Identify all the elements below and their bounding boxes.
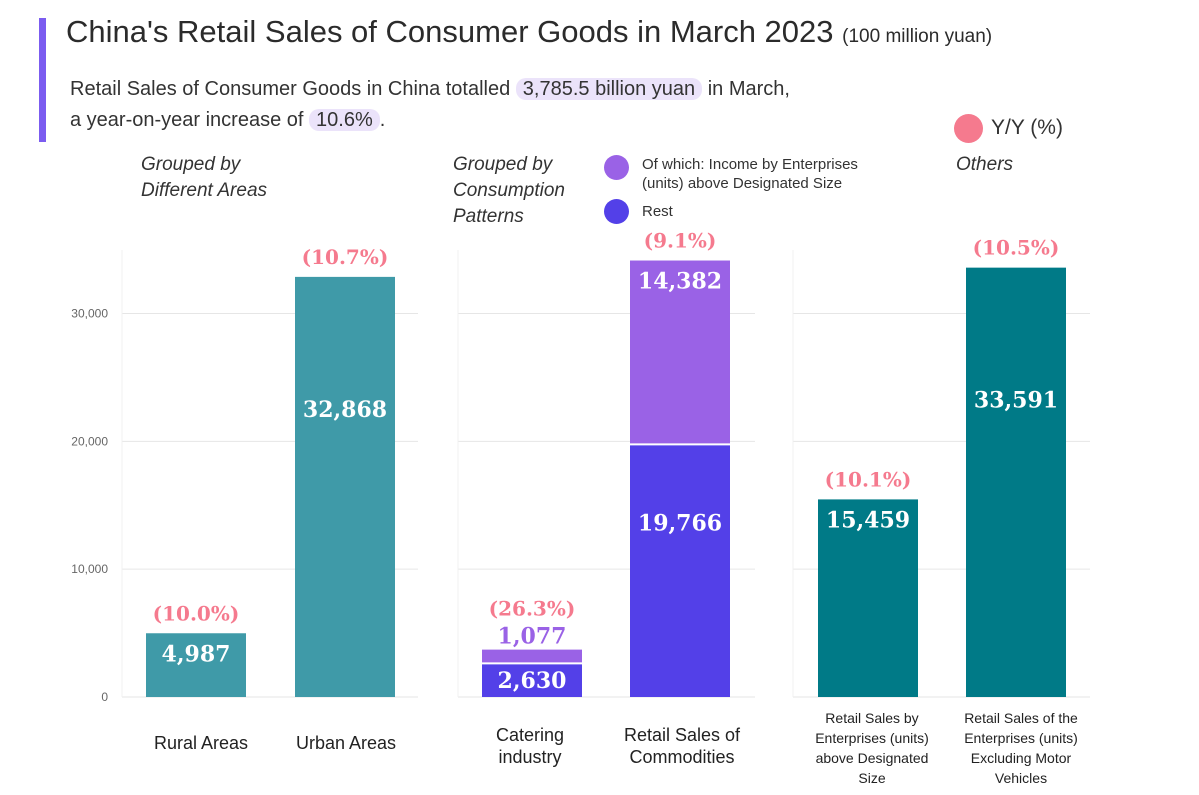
y-tick-label: 30,000	[71, 307, 108, 321]
category-excl-line3: Excluding Motor	[970, 750, 1072, 766]
y-tick-label: 10,000	[71, 562, 108, 576]
y-tick-label: 0	[101, 690, 108, 704]
summary-part-2: in March,	[702, 78, 790, 100]
bar-value-label: 1,077	[498, 624, 567, 650]
legend-rest: Rest	[604, 199, 673, 224]
category-urban-text: Urban Areas	[295, 733, 397, 753]
category-rural-text: Rural Areas	[153, 733, 249, 753]
summary-highlight-total: 3,785.5 billion yuan	[515, 78, 703, 100]
group-label-patterns-line2: Consumption	[453, 180, 565, 201]
category-catering-line1: Catering	[495, 725, 565, 745]
bar-segment	[482, 663, 582, 697]
yoy-label: (10.7%)	[302, 245, 389, 269]
bar-segment	[482, 649, 582, 664]
legend-rest-label: Rest	[642, 203, 673, 220]
title-accent-bar	[39, 18, 46, 142]
yoy-label: (9.1%)	[644, 229, 717, 253]
bar-value-label: 32,868	[303, 397, 387, 423]
group-label-patterns-line3: Patterns	[453, 206, 524, 227]
yoy-label: (10.0%)	[153, 601, 240, 625]
legend-above-designated-size: Of which: Income by Enterprises (units) …	[604, 155, 858, 193]
summary-part-3: a year-on-year increase of	[70, 109, 310, 131]
yoy-label: (10.1%)	[825, 467, 912, 491]
bar-segment	[966, 267, 1066, 697]
category-label-catering: Catering industry	[496, 724, 564, 768]
group-label-patterns-line1: Grouped by	[453, 154, 553, 175]
group-label-areas-line1: Grouped by	[141, 154, 241, 175]
group-label-patterns: Grouped by Consumption Patterns	[453, 152, 565, 230]
bar-value-label: 4,987	[162, 641, 231, 667]
category-label-excluding-motor: Retail Sales of the Enterprises (units) …	[964, 708, 1078, 788]
bar-segment	[295, 276, 395, 697]
summary-part-4: .	[379, 109, 386, 131]
legend-yoy-label: Y/Y (%)	[991, 116, 1063, 140]
category-commodities-line2: Commodities	[629, 747, 735, 767]
legend-above-size-line1: Of which: Income by Enterprises	[642, 156, 858, 173]
bar-value-label: 2,630	[498, 668, 567, 694]
category-excl-line2: Enterprises (units)	[964, 730, 1078, 746]
title-unit: (100 million yuan)	[842, 26, 993, 47]
category-excl-line4: Vehicles	[994, 770, 1048, 786]
group-label-others-text: Others	[956, 154, 1014, 175]
rest-dot-icon	[604, 199, 629, 224]
summary-text: Retail Sales of Consumer Goods in China …	[70, 74, 950, 136]
chart-title: China's Retail Sales of Consumer Goods i…	[66, 14, 992, 50]
category-excl-line1: Retail Sales of the	[964, 710, 1078, 726]
category-label-commodities: Retail Sales of Commodities	[624, 724, 740, 768]
above-size-dot-icon	[604, 155, 629, 180]
bar-segment	[146, 633, 246, 697]
category-above-size-line1: Retail Sales by	[825, 710, 919, 726]
category-above-size-line3: above Designated	[815, 750, 929, 766]
category-above-size-line4: Size	[858, 770, 886, 786]
group-label-others: Others	[956, 152, 1013, 178]
bar-value-label: 14,382	[638, 269, 722, 295]
summary-highlight-growth: 10.6%	[309, 109, 380, 131]
summary-part-1: Retail Sales of Consumer Goods in China …	[70, 78, 516, 100]
category-commodities-line1: Retail Sales of	[623, 725, 741, 745]
bar-value-label: 19,766	[638, 510, 722, 536]
title-text: China's Retail Sales of Consumer Goods i…	[66, 14, 834, 49]
category-above-size-line2: Enterprises (units)	[815, 730, 929, 746]
legend-above-size-line2: (units) above Designated Size	[642, 175, 843, 192]
group-label-areas-line2: Different Areas	[141, 180, 268, 201]
bar-value-label: 33,591	[974, 388, 1058, 414]
y-tick-label: 20,000	[71, 434, 108, 448]
bar-segment	[818, 499, 918, 697]
bar-segment	[630, 444, 730, 697]
category-label-urban: Urban Areas	[296, 732, 396, 754]
category-label-rural: Rural Areas	[154, 732, 248, 754]
group-label-areas: Grouped by Different Areas	[141, 152, 267, 204]
yoy-label: (10.5%)	[973, 236, 1060, 260]
yoy-dot-icon	[954, 114, 983, 143]
bar-value-label: 15,459	[826, 507, 910, 533]
category-catering-line2: industry	[498, 747, 562, 767]
yoy-label: (26.3%)	[489, 597, 576, 621]
legend-yoy: Y/Y (%)	[954, 114, 1063, 143]
category-label-above-size: Retail Sales by Enterprises (units) abov…	[815, 708, 929, 788]
bar-segment	[630, 260, 730, 445]
